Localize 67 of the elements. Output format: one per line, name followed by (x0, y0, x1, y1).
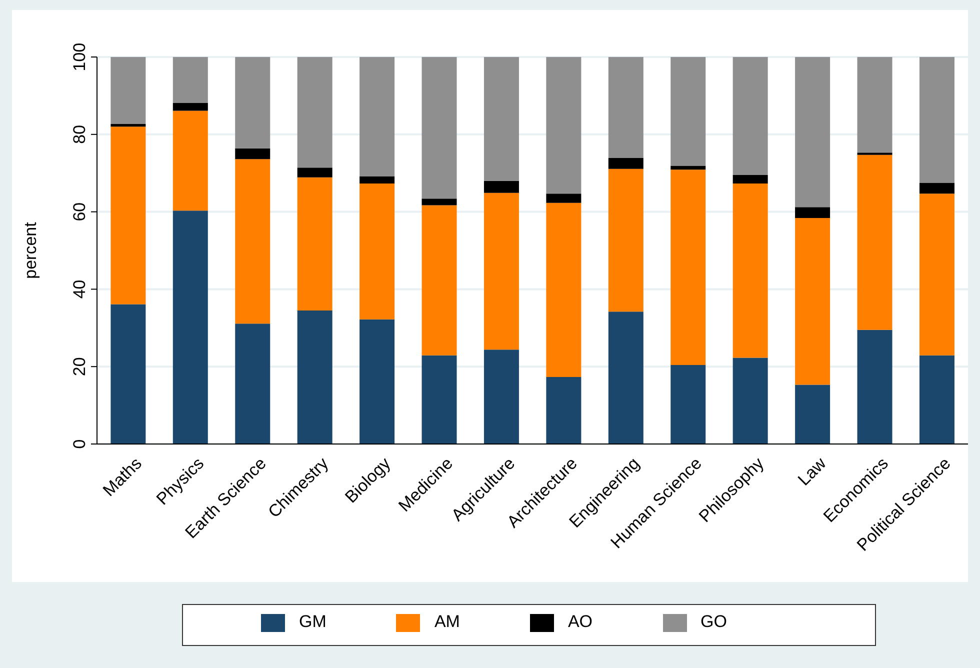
bar (732, 184, 768, 358)
bar (795, 218, 830, 385)
bar (546, 377, 582, 444)
bar (484, 192, 519, 350)
bar (422, 205, 457, 356)
bar (546, 194, 582, 203)
bar (732, 175, 768, 184)
bar (110, 126, 146, 304)
y-tick-label: 0 (70, 439, 89, 449)
bar (422, 198, 457, 206)
legend-label: GO (700, 612, 727, 631)
bar (297, 168, 332, 178)
y-tick-label: 60 (70, 202, 89, 222)
bar (235, 324, 270, 444)
bar (360, 184, 395, 320)
bar (919, 57, 954, 183)
bar (670, 57, 706, 166)
bar (857, 154, 892, 330)
bar (670, 170, 706, 366)
bar (608, 312, 644, 444)
bar (360, 176, 395, 184)
bar (919, 355, 954, 444)
bar (670, 166, 706, 170)
y-tick-label: 80 (70, 124, 89, 144)
x-tick-label: Law (794, 453, 830, 490)
bar (546, 57, 582, 194)
legend-label: GM (299, 612, 326, 631)
bar (297, 57, 332, 168)
bar (795, 207, 830, 218)
bar (297, 310, 332, 444)
bar (484, 350, 519, 444)
bar (857, 57, 892, 153)
bar (732, 57, 768, 176)
y-tick-label: 20 (70, 357, 89, 376)
legend-label: AM (434, 612, 460, 631)
bar (422, 355, 457, 444)
legend-label: AO (568, 612, 592, 631)
bar (795, 57, 830, 208)
bar (110, 57, 146, 124)
bar (608, 158, 644, 169)
bar (360, 57, 395, 176)
y-axis-title: percent (21, 222, 40, 279)
bar (546, 202, 582, 378)
bar (608, 168, 644, 312)
bar (795, 384, 830, 444)
bar (172, 110, 208, 211)
bar (484, 57, 519, 181)
bar (235, 159, 270, 324)
bar (857, 330, 892, 444)
bar (360, 319, 395, 444)
bar (172, 103, 208, 111)
y-tick-label: 100 (70, 42, 89, 72)
bar (110, 304, 146, 444)
bar (484, 180, 519, 193)
bar (235, 148, 270, 160)
bar (732, 358, 768, 444)
bar (297, 177, 332, 310)
y-tick-label: 40 (70, 280, 89, 299)
bar (608, 57, 644, 158)
bar (235, 57, 270, 148)
bar (172, 210, 208, 444)
bar (919, 194, 954, 356)
bar (919, 182, 954, 194)
bar (110, 124, 146, 127)
bar (422, 57, 457, 199)
bar (172, 57, 208, 104)
bar (670, 365, 706, 444)
